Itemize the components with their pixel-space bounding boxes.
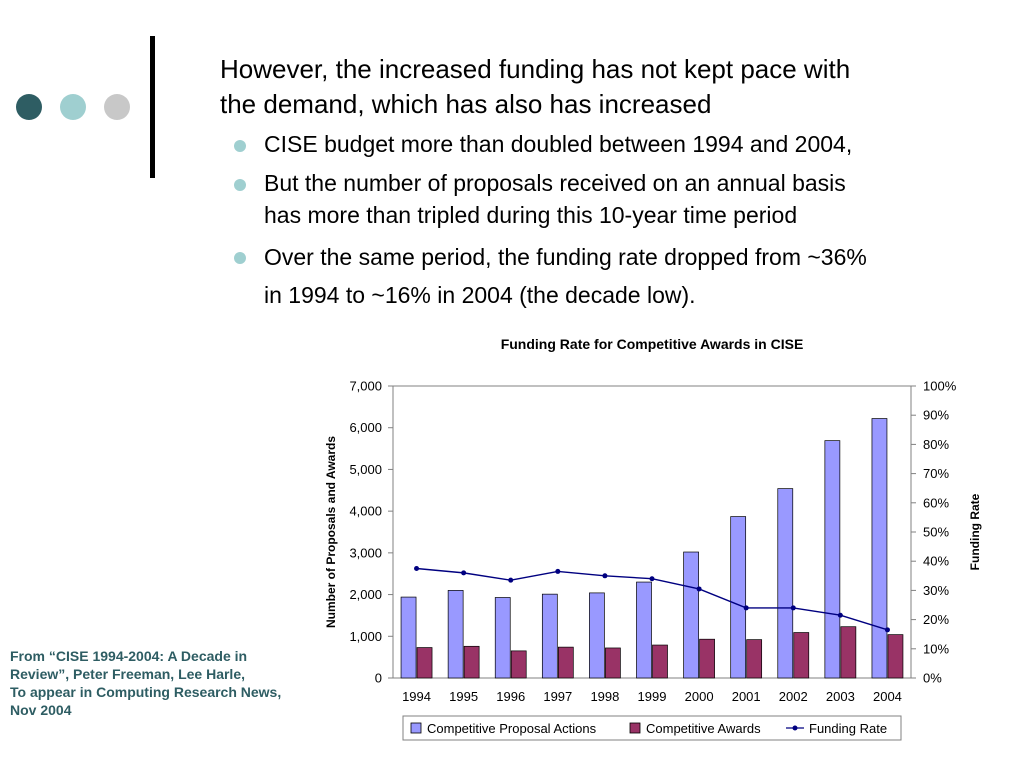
y-tick-label: 3,000: [349, 545, 382, 560]
y2-tick-label: 50%: [923, 525, 949, 540]
y-tick-label: 1,000: [349, 629, 382, 644]
bar-awards: [746, 639, 763, 679]
y-tick-label: 0: [375, 671, 382, 686]
bar-proposals: [777, 488, 794, 679]
bar-proposals: [589, 592, 605, 679]
x-tick-label: 1995: [449, 689, 478, 704]
bar-proposals: [871, 418, 888, 679]
x-tick-label: 1999: [638, 689, 667, 704]
bar-awards: [557, 646, 574, 679]
y2-tick-label: 10%: [923, 641, 949, 656]
decor-dot-light: [104, 94, 130, 120]
bar-awards: [510, 650, 527, 679]
bar-awards: [699, 638, 715, 679]
legend-label-awards: Competitive Awards: [646, 721, 761, 736]
bullet-item: But the number of proposals received on …: [228, 167, 1018, 231]
legend-box: [402, 715, 902, 741]
bar-proposals: [636, 581, 652, 679]
bar-awards: [840, 626, 857, 679]
funding-rate-point: [790, 605, 796, 611]
y2-axis-label: Funding Rate: [968, 493, 982, 570]
bar-awards: [887, 634, 904, 679]
bar-proposals: [541, 593, 558, 679]
bar-awards: [463, 645, 480, 679]
funding-rate-point: [414, 566, 420, 571]
x-tick-label: 1996: [496, 689, 525, 704]
y2-tick-label: 60%: [923, 495, 949, 510]
source-line: From “CISE 1994-2004: A Decade in: [10, 648, 248, 664]
y2-tick-label: 90%: [923, 408, 949, 423]
x-tick-label: 2003: [826, 689, 855, 704]
x-tick-label: 1997: [543, 689, 572, 704]
bullet-line: has more than tripled during this 10-yea…: [264, 202, 798, 228]
legend-swatch-awards: [629, 722, 641, 734]
bar-proposals: [730, 516, 747, 679]
x-tick-label: 1994: [402, 689, 431, 704]
x-tick-label: 2001: [732, 689, 761, 704]
funding-rate-point: [743, 605, 749, 611]
chart-title: Funding Rate for Competitive Awards in C…: [501, 336, 804, 352]
y2-tick-label: 80%: [923, 437, 949, 452]
source-line: Nov 2004: [10, 702, 72, 718]
funding-rate-point: [649, 576, 655, 582]
legend-label-proposals: Competitive Proposal Actions: [427, 721, 597, 736]
x-tick-label: 2002: [779, 689, 808, 704]
legend-swatch-rate-marker: [792, 725, 798, 731]
bullet-line: Over the same period, the funding rate d…: [264, 244, 867, 270]
y2-tick-label: 40%: [923, 554, 949, 569]
y-tick-label: 2,000: [349, 587, 382, 602]
source-line: Review”, Peter Freeman, Lee Harle,: [10, 666, 245, 682]
y2-tick-label: 20%: [923, 612, 949, 627]
funding-rate-point: [508, 577, 514, 583]
source-line: To appear in Computing Research News,: [10, 684, 282, 700]
bullet-list: CISE budget more than doubled between 19…: [228, 128, 1018, 321]
funding-rate-point: [555, 568, 561, 574]
bullet-line: CISE budget more than doubled between 19…: [264, 131, 853, 157]
y2-tick-label: 70%: [923, 466, 949, 481]
funding-rate-point: [884, 627, 890, 633]
y2-tick-label: 0%: [923, 671, 942, 686]
y-axis-label: Number of Proposals and Awards: [324, 436, 338, 628]
y-tick-label: 6,000: [349, 420, 382, 435]
y2-tick-label: 30%: [923, 583, 949, 598]
bar-proposals: [494, 597, 511, 679]
y-tick-label: 4,000: [349, 504, 382, 519]
heading-line: However, the increased funding has not k…: [220, 54, 851, 84]
bar-awards: [793, 632, 810, 679]
funding-rate-point: [602, 573, 608, 579]
decor-dot-mid: [60, 94, 86, 120]
bar-proposals: [400, 596, 417, 679]
funding-rate-point: [837, 612, 843, 618]
funding-rate-point: [696, 586, 702, 592]
y2-tick-label: 100%: [923, 379, 957, 394]
bullet-item: CISE budget more than doubled between 19…: [228, 128, 1018, 160]
legend-label-rate: Funding Rate: [809, 721, 887, 736]
decor-vertical-bar: [150, 36, 155, 178]
bullet-line: But the number of proposals received on …: [264, 170, 846, 196]
bullet-item: Over the same period, the funding rate d…: [228, 238, 1018, 314]
funding-rate-chart: Funding Rate for Competitive Awards in C…: [324, 336, 982, 741]
bullet-dot-icon: [234, 179, 246, 191]
y-tick-label: 7,000: [349, 379, 382, 394]
slide-heading: However, the increased funding has not k…: [220, 52, 1010, 122]
y-tick-label: 5,000: [349, 462, 382, 477]
heading-line: the demand, which has also has increased: [220, 89, 712, 119]
bullet-dot-icon: [234, 252, 246, 264]
bar-awards: [652, 644, 668, 679]
x-tick-label: 1998: [590, 689, 619, 704]
bar-proposals: [447, 590, 464, 679]
bullet-dot-icon: [234, 140, 246, 152]
bullet-line: in 1994 to ~16% in 2004 (the decade low)…: [264, 282, 696, 308]
funding-rate-point: [461, 570, 467, 576]
bar-proposals: [824, 440, 841, 679]
bar-proposals: [683, 551, 699, 679]
x-tick-label: 2004: [873, 689, 902, 704]
source-citation: From “CISE 1994-2004: A Decade in Review…: [10, 647, 350, 719]
bar-awards: [605, 647, 621, 679]
x-tick-label: 2000: [685, 689, 714, 704]
legend-swatch-proposals: [410, 722, 422, 734]
bar-awards: [416, 647, 433, 679]
chart-legend: Competitive Proposal Actions Competitive…: [402, 715, 902, 741]
decor-dot-dark: [16, 94, 42, 120]
